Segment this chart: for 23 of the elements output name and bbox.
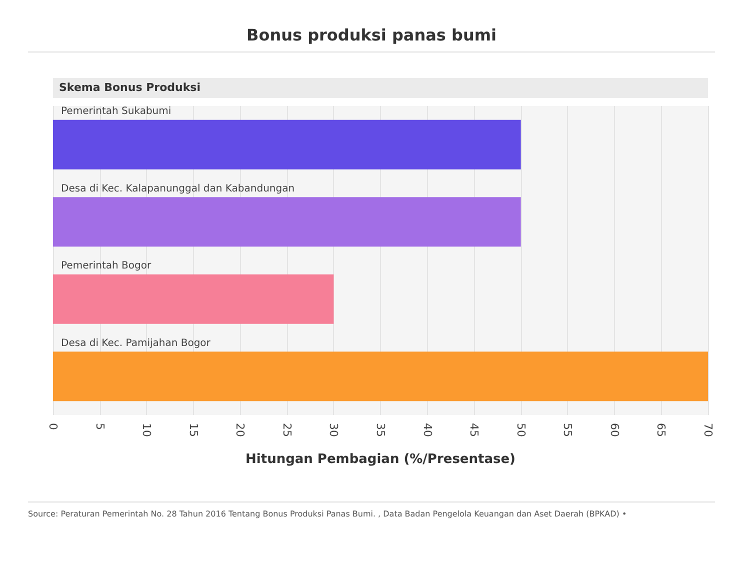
x-tick-label: 0 [46,423,60,430]
x-axis-title: Hitungan Pembagian (%/Presentase) [246,452,516,467]
x-tick-label: 45 [468,423,481,437]
x-tick-label: 65 [654,423,668,437]
x-tick-label: 55 [561,423,574,437]
x-tick-label: 60 [608,423,621,437]
y-axis-title: Skema Bonus Produksi [59,81,200,94]
x-tick-label: 35 [374,423,387,437]
y-tick-label: Pemerintah Bogor [61,260,152,272]
x-tick-label: 40 [420,423,434,437]
x-tick-label: 20 [234,423,247,437]
x-tick-label: 30 [327,423,340,437]
x-tick-label: 5 [93,423,106,430]
y-tick-label: Pemerintah Sukabumi [61,106,172,118]
y-tick-label: Desa di Kec. Kalapanunggal dan Kabandungan [61,183,295,194]
y-tick-label: Desa di Kec. Pamijahan Bogor [61,338,212,349]
source-note: Source: Peraturan Pemerintah No. 28 Tahun 2016 Tentang Bonus Produksi Panas Bumi. , Data Badan Pengelola Keuangan dan Aset Daerah (BPKAD) • [28,510,627,518]
x-tick-label: 10 [140,423,154,437]
x-tick-label: 50 [514,423,528,437]
x-tick-label: 70 [702,423,714,437]
x-tick-label: 25 [280,423,294,437]
chart-title: Bonus produksi panas bumi [246,26,496,44]
x-tick-label: 15 [186,423,200,437]
